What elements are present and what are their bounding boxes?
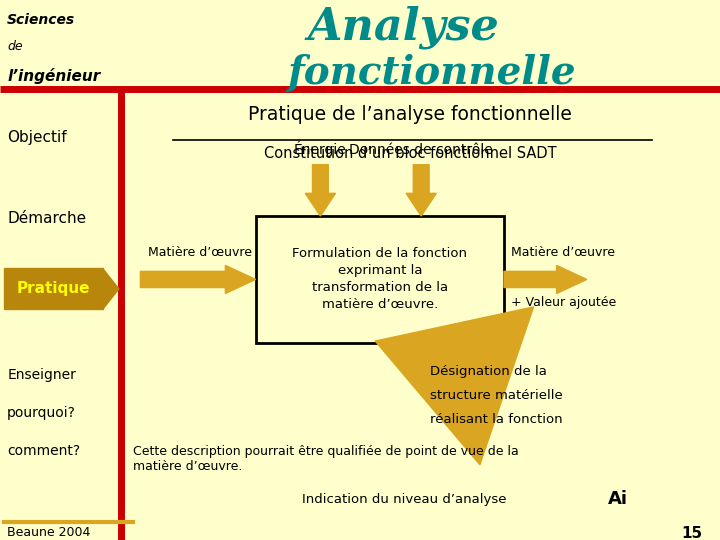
- Text: fonctionnelle: fonctionnelle: [288, 54, 576, 92]
- Text: Indication du niveau d’analyse: Indication du niveau d’analyse: [302, 493, 511, 506]
- Text: Pratique: Pratique: [17, 281, 90, 296]
- Text: Sciences: Sciences: [7, 14, 76, 28]
- Text: Enseigner: Enseigner: [7, 368, 76, 382]
- Text: Démarche: Démarche: [7, 211, 86, 226]
- Text: Ai: Ai: [608, 490, 629, 509]
- Text: pourquoi?: pourquoi?: [7, 406, 76, 420]
- Text: 15: 15: [681, 526, 702, 540]
- Text: Énergie: Énergie: [294, 140, 347, 157]
- FancyArrow shape: [140, 266, 256, 294]
- Text: Matière d’œuvre: Matière d’œuvre: [148, 246, 251, 259]
- Text: + Valeur ajoutée: + Valeur ajoutée: [511, 296, 616, 309]
- FancyArrow shape: [406, 165, 436, 216]
- FancyArrow shape: [504, 266, 587, 294]
- Text: Constitution d’un bloc fonctionnel SADT: Constitution d’un bloc fonctionnel SADT: [264, 146, 557, 161]
- FancyArrow shape: [103, 269, 119, 309]
- Text: Beaune 2004: Beaune 2004: [7, 526, 91, 539]
- Text: Cette description pourrait être qualifiée de point de vue de la
matière d’œuvre.: Cette description pourrait être qualifié…: [133, 446, 519, 474]
- Text: Analyse: Analyse: [307, 5, 499, 49]
- Text: Objectif: Objectif: [7, 130, 67, 145]
- Text: réalisant la fonction: réalisant la fonction: [430, 413, 563, 426]
- Text: comment?: comment?: [7, 444, 81, 458]
- Text: Désignation de la: Désignation de la: [430, 364, 547, 377]
- Text: de: de: [7, 40, 23, 53]
- FancyBboxPatch shape: [256, 216, 504, 343]
- Text: Matière d’œuvre: Matière d’œuvre: [511, 246, 615, 259]
- Text: structure matérielle: structure matérielle: [430, 389, 563, 402]
- Text: Données de contrôle: Données de contrôle: [349, 143, 493, 157]
- FancyArrow shape: [305, 165, 336, 216]
- Text: Pratique de l’analyse fonctionnelle: Pratique de l’analyse fonctionnelle: [248, 105, 572, 124]
- FancyBboxPatch shape: [4, 268, 103, 309]
- Text: Formulation de la fonction
exprimant la
transformation de la
matière d’œuvre.: Formulation de la fonction exprimant la …: [292, 247, 467, 312]
- Text: l’ingénieur: l’ingénieur: [7, 68, 101, 84]
